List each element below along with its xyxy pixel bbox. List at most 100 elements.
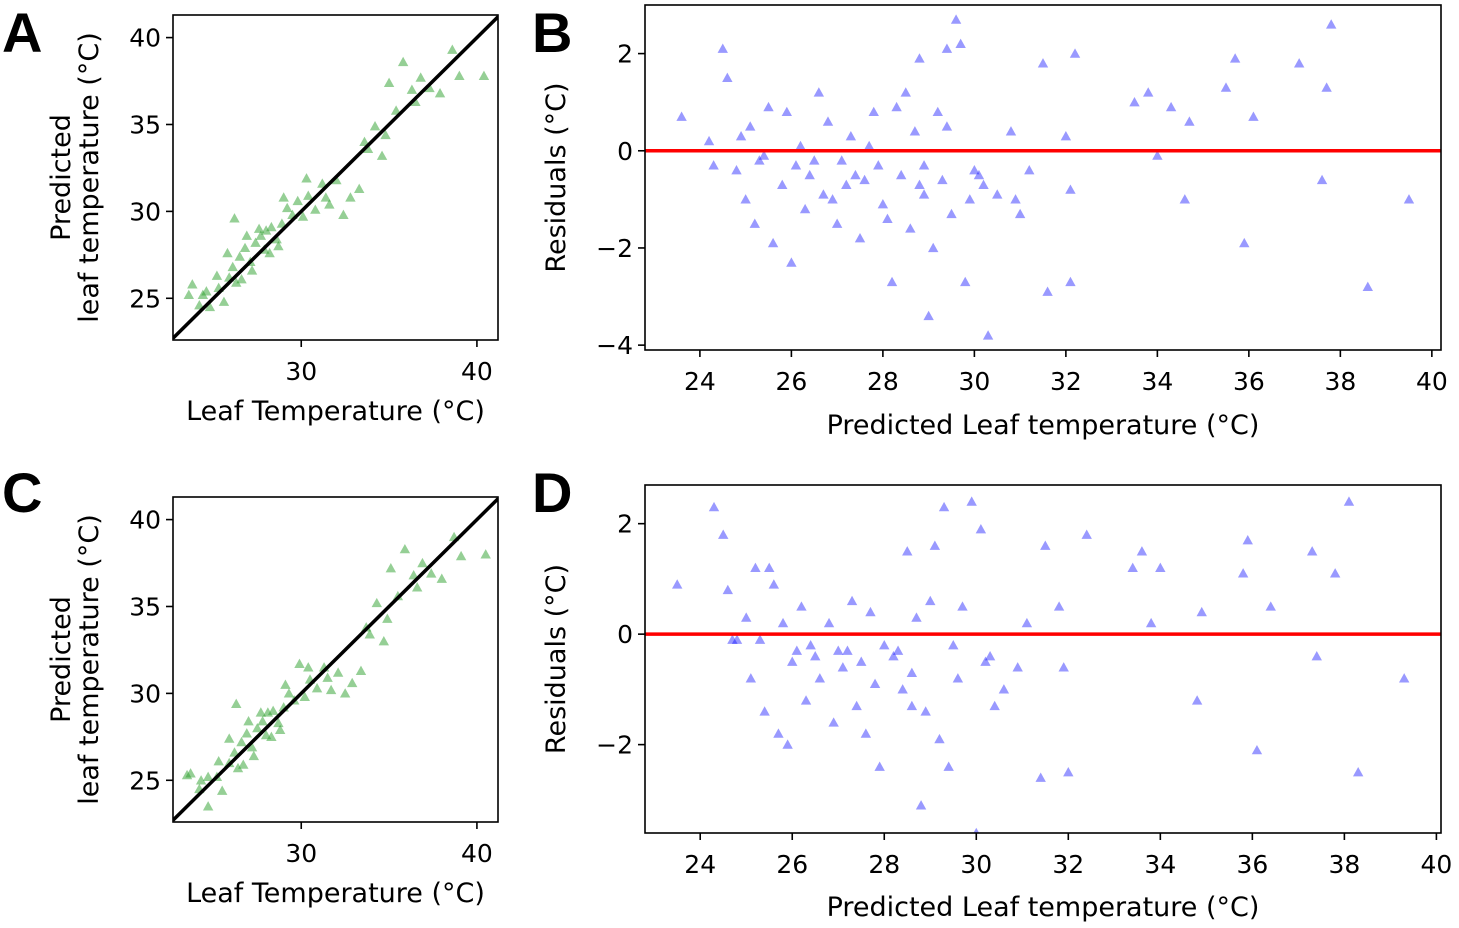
data-point bbox=[854, 233, 866, 243]
y-tick-label: −2 bbox=[596, 234, 633, 263]
data-point bbox=[978, 179, 989, 189]
data-point bbox=[455, 550, 467, 561]
y-tick-label: 40 bbox=[129, 506, 161, 535]
x-tick-label: 38 bbox=[1324, 367, 1356, 396]
scatter-points bbox=[183, 44, 490, 312]
data-point bbox=[383, 77, 395, 87]
data-point bbox=[918, 160, 930, 170]
data-point bbox=[786, 257, 797, 267]
x-tick-label: 40 bbox=[1416, 367, 1448, 396]
data-point bbox=[863, 140, 875, 151]
data-point bbox=[856, 656, 867, 666]
data-point bbox=[914, 179, 925, 189]
data-point bbox=[851, 700, 862, 711]
data-point bbox=[294, 658, 305, 669]
data-point bbox=[754, 155, 765, 165]
data-point bbox=[925, 595, 936, 606]
scatter-points bbox=[181, 531, 491, 811]
data-point bbox=[213, 755, 224, 766]
data-point bbox=[911, 612, 922, 622]
panel-a: A 30 40 25 30 35 40 Leaf Temperature (°C) Predic… bbox=[2, 1, 499, 427]
data-point bbox=[860, 728, 872, 738]
data-point bbox=[187, 279, 198, 289]
data-point bbox=[943, 761, 954, 771]
data-point bbox=[1265, 601, 1276, 611]
axes-frame bbox=[644, 484, 1442, 834]
y-tick-label: 0 bbox=[617, 620, 633, 649]
data-point bbox=[1179, 194, 1191, 204]
data-point bbox=[408, 570, 419, 580]
data-point bbox=[1251, 744, 1263, 755]
data-point bbox=[426, 568, 437, 578]
data-point bbox=[371, 597, 382, 608]
x-tick-label: 40 bbox=[461, 357, 493, 386]
data-point bbox=[768, 579, 780, 589]
data-point bbox=[322, 672, 333, 682]
data-point bbox=[960, 276, 971, 287]
data-point bbox=[777, 617, 789, 628]
data-point bbox=[842, 645, 853, 655]
data-point bbox=[800, 695, 812, 705]
data-point bbox=[915, 800, 927, 810]
data-point bbox=[952, 673, 964, 683]
data-point bbox=[1037, 58, 1049, 68]
data-point bbox=[672, 579, 683, 589]
data-point bbox=[234, 251, 245, 261]
data-point bbox=[1237, 568, 1249, 578]
data-point bbox=[818, 189, 829, 199]
data-point bbox=[317, 178, 328, 188]
y-tick-label: 2 bbox=[617, 510, 633, 539]
data-point bbox=[1184, 116, 1195, 126]
data-point bbox=[900, 87, 911, 97]
data-point bbox=[905, 223, 916, 233]
data-point bbox=[957, 601, 968, 611]
data-point bbox=[892, 645, 904, 655]
data-point bbox=[231, 698, 242, 708]
data-point bbox=[1136, 546, 1148, 556]
x-tick-label: 30 bbox=[960, 850, 992, 879]
data-point bbox=[283, 688, 295, 698]
identity-line bbox=[173, 15, 498, 340]
panel-d: D 24 26 28 30 32 34 36 38 40 −2 0 2 Predicted Leaf te… bbox=[532, 461, 1452, 923]
data-point bbox=[882, 213, 893, 223]
data-point bbox=[782, 739, 793, 749]
data-point bbox=[354, 183, 365, 193]
data-point bbox=[791, 645, 803, 655]
data-point bbox=[989, 700, 1000, 711]
data-point bbox=[1053, 601, 1065, 611]
data-point bbox=[320, 192, 332, 202]
data-point bbox=[1165, 101, 1177, 112]
data-point bbox=[809, 155, 820, 165]
data-point bbox=[411, 582, 423, 592]
data-point bbox=[1058, 662, 1069, 672]
data-point bbox=[895, 169, 907, 180]
data-point bbox=[869, 678, 881, 689]
data-point bbox=[281, 202, 293, 213]
data-point bbox=[868, 106, 879, 117]
data-point bbox=[964, 194, 976, 204]
data-point bbox=[204, 301, 216, 312]
y-tick-label: 0 bbox=[617, 137, 633, 166]
data-point bbox=[790, 160, 802, 170]
data-point bbox=[385, 563, 397, 573]
data-point bbox=[202, 801, 214, 811]
x-tick-label: 38 bbox=[1328, 850, 1360, 879]
data-point bbox=[758, 150, 770, 160]
x-tick-label: 32 bbox=[1052, 850, 1084, 879]
data-point bbox=[828, 717, 839, 727]
data-point bbox=[1242, 535, 1253, 545]
axes-frame bbox=[644, 4, 1442, 351]
data-point bbox=[231, 277, 242, 287]
data-point bbox=[708, 501, 720, 512]
data-point bbox=[1155, 562, 1166, 573]
data-point bbox=[434, 88, 446, 98]
panel-label: A bbox=[2, 1, 42, 64]
data-point bbox=[969, 165, 980, 175]
data-point bbox=[1129, 96, 1140, 107]
data-point bbox=[1063, 767, 1074, 777]
data-point bbox=[183, 289, 195, 299]
data-point bbox=[241, 230, 252, 240]
scatter-points bbox=[676, 14, 1415, 340]
data-point bbox=[750, 562, 761, 573]
y-axis-label: Predicted bbox=[46, 114, 77, 241]
